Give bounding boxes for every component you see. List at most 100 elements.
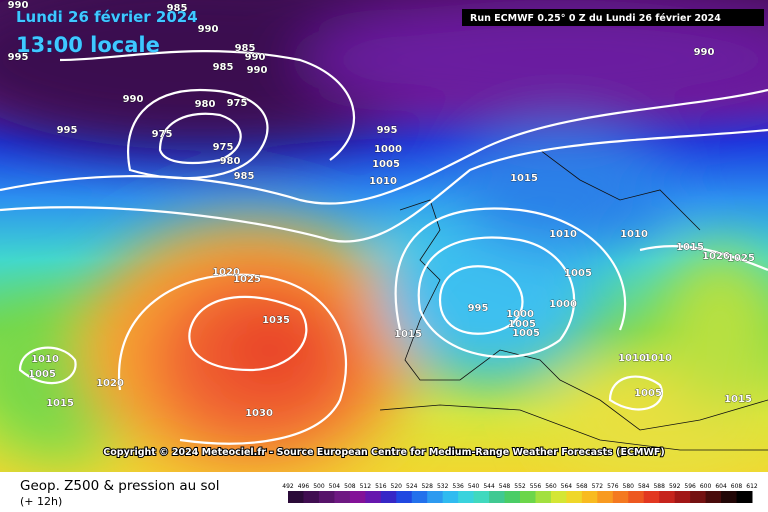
scale-swatch (659, 491, 676, 503)
scale-swatch (535, 491, 552, 503)
scale-swatch (643, 491, 660, 503)
isobar-label: 975 (227, 98, 248, 109)
isobar-label: 990 (245, 52, 266, 63)
isobar-label: 1010 (549, 229, 577, 240)
scale-label: 528 (421, 483, 433, 490)
scale-swatch (349, 491, 366, 503)
isobar-label: 1005 (28, 369, 56, 380)
isobar-label: 1010 (369, 176, 397, 187)
isobar-label: 990 (8, 0, 29, 11)
scale-label: 612 (746, 483, 758, 490)
scale-swatch (442, 491, 459, 503)
isobar-label: 1005 (508, 319, 536, 330)
scale-label: 500 (313, 483, 325, 490)
scale-swatch (736, 491, 753, 503)
footer-title: Geop. Z500 & pression au sol (20, 478, 220, 494)
run-box (462, 9, 764, 26)
scale-swatch (288, 491, 304, 503)
scale-swatch (674, 491, 691, 503)
scale-swatch (334, 491, 351, 503)
scale-label: 532 (437, 483, 449, 490)
isobar-label: 985 (213, 62, 234, 73)
isobar-label: 975 (213, 142, 234, 153)
isobar-label: 990 (198, 24, 219, 35)
scale-swatch (566, 491, 583, 503)
scale-label: 600 (700, 483, 712, 490)
date: Lundi 26 février 2024 (16, 8, 198, 26)
scale-swatch (628, 491, 645, 503)
scale-label: 540 (468, 483, 480, 490)
scale-label: 492 (282, 483, 294, 490)
scale-label: 508 (344, 483, 356, 490)
scale-label: 556 (530, 483, 542, 490)
map-area (0, 0, 768, 472)
scale-swatch (380, 491, 397, 503)
isobar-label: 1035 (262, 315, 290, 326)
scale-swatch (581, 491, 598, 503)
local-time: 13:00 locale (16, 33, 160, 57)
scale-swatch (705, 491, 722, 503)
isobar-label: 1015 (394, 329, 422, 340)
isobar-label: 1010 (620, 229, 648, 240)
scale-label: 608 (731, 483, 743, 490)
scale-swatch (721, 491, 738, 503)
scale-label: 560 (545, 483, 557, 490)
copyright: Copyright © 2024 Meteociel.fr - Source E… (103, 447, 664, 458)
scale-swatch (396, 491, 413, 503)
scale-label: 552 (514, 483, 526, 490)
isobar-label: 1010 (31, 354, 59, 365)
scale-label: 592 (669, 483, 681, 490)
isobar-label: 1020 (96, 378, 124, 389)
scale-swatch (504, 491, 521, 503)
isobar-label: 990 (247, 65, 268, 76)
scale-swatch (427, 491, 444, 503)
scale-swatch (489, 491, 506, 503)
isobar-label: 975 (152, 129, 173, 140)
isobar-label: 1005 (512, 328, 540, 339)
scale-label: 496 (298, 483, 310, 490)
isobar-label: 1025 (727, 253, 755, 264)
scale-label: 524 (406, 483, 418, 490)
isobar-label: 985 (234, 171, 255, 182)
scale-swatch (303, 491, 320, 503)
isobar-label: 1005 (634, 388, 662, 399)
scale-label: 564 (561, 483, 573, 490)
scale-label: 544 (483, 483, 495, 490)
scale-label: 584 (638, 483, 650, 490)
scale-label: 512 (360, 483, 372, 490)
scale-swatch (458, 491, 475, 503)
scale-label: 516 (375, 483, 387, 490)
scale-label: 596 (684, 483, 696, 490)
lead-time: (+ 12h) (20, 495, 62, 508)
isobar-label: 1025 (233, 274, 261, 285)
isobar-label: 995 (468, 303, 489, 314)
isobar-label: 990 (694, 47, 715, 58)
isobar-label: 1015 (724, 394, 752, 405)
scale-label: 576 (607, 483, 619, 490)
isobar-label: 1015 (46, 398, 74, 409)
isobar-label: 1005 (372, 159, 400, 170)
isobar-label: 980 (195, 99, 216, 110)
scale-swatch (597, 491, 614, 503)
isobar-label: 1000 (374, 144, 402, 155)
isobar-label: 1030 (245, 408, 273, 419)
scale-swatch (520, 491, 536, 503)
isobar-label: 1005 (564, 268, 592, 279)
isobar-label: 995 (57, 125, 78, 136)
scale-swatch (365, 491, 382, 503)
isobar-label: 1020 (702, 251, 730, 262)
scale-label: 604 (715, 483, 727, 490)
scale-label: 568 (576, 483, 588, 490)
run-info: Run ECMWF 0.25° 0 Z du Lundi 26 février … (470, 13, 721, 24)
isobar-label: 1020 (212, 267, 240, 278)
scale-swatch (318, 491, 335, 503)
scale-label: 520 (391, 483, 403, 490)
isobars (0, 50, 768, 445)
scale-swatch (550, 491, 567, 503)
isobar-label: 1000 (549, 299, 577, 310)
scale-label: 548 (499, 483, 511, 490)
scale-swatch (612, 491, 629, 503)
isobar-label: 1010 (618, 353, 646, 364)
